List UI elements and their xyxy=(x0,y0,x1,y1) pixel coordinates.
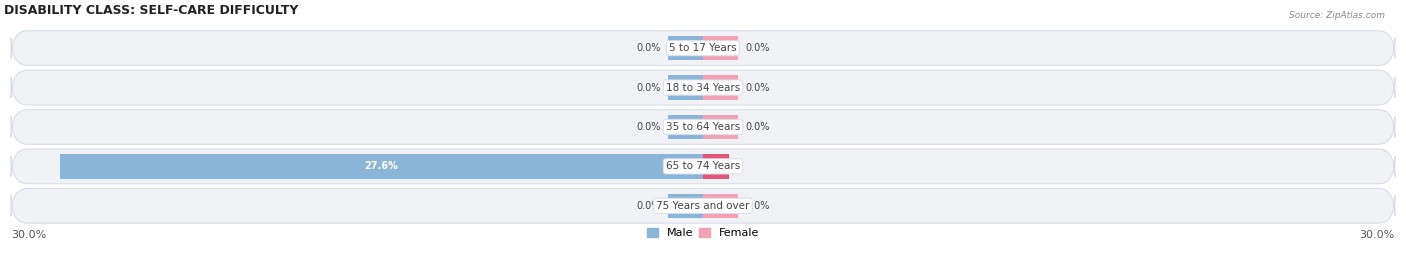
Text: Source: ZipAtlas.com: Source: ZipAtlas.com xyxy=(1289,11,1385,20)
FancyBboxPatch shape xyxy=(11,31,1395,65)
Text: 0.0%: 0.0% xyxy=(637,83,661,92)
Bar xyxy=(668,75,703,100)
FancyBboxPatch shape xyxy=(11,149,1395,184)
Text: 27.6%: 27.6% xyxy=(364,161,398,172)
Bar xyxy=(703,36,738,60)
Bar xyxy=(703,193,738,218)
Text: 0.0%: 0.0% xyxy=(745,201,769,211)
Text: 1.1%: 1.1% xyxy=(703,161,730,172)
Bar xyxy=(668,115,703,139)
Text: 0.0%: 0.0% xyxy=(637,122,661,132)
Text: 65 to 74 Years: 65 to 74 Years xyxy=(666,161,740,172)
Text: 35 to 64 Years: 35 to 64 Years xyxy=(666,122,740,132)
Text: 0.0%: 0.0% xyxy=(745,83,769,92)
Legend: Male, Female: Male, Female xyxy=(643,223,763,243)
Bar xyxy=(703,154,728,178)
Text: 0.0%: 0.0% xyxy=(745,43,769,53)
FancyBboxPatch shape xyxy=(11,188,1395,223)
Bar xyxy=(668,36,703,60)
Text: 30.0%: 30.0% xyxy=(11,230,46,240)
FancyBboxPatch shape xyxy=(11,70,1395,105)
Text: 5 to 17 Years: 5 to 17 Years xyxy=(669,43,737,53)
Text: 75 Years and over: 75 Years and over xyxy=(657,201,749,211)
Bar xyxy=(60,154,703,178)
FancyBboxPatch shape xyxy=(11,110,1395,144)
Bar xyxy=(703,75,738,100)
Text: 0.0%: 0.0% xyxy=(637,43,661,53)
Text: 30.0%: 30.0% xyxy=(1360,230,1395,240)
Text: 18 to 34 Years: 18 to 34 Years xyxy=(666,83,740,92)
Text: DISABILITY CLASS: SELF-CARE DIFFICULTY: DISABILITY CLASS: SELF-CARE DIFFICULTY xyxy=(4,4,298,17)
Text: 0.0%: 0.0% xyxy=(745,122,769,132)
Bar xyxy=(668,193,703,218)
Text: 0.0%: 0.0% xyxy=(637,201,661,211)
Bar xyxy=(703,115,738,139)
